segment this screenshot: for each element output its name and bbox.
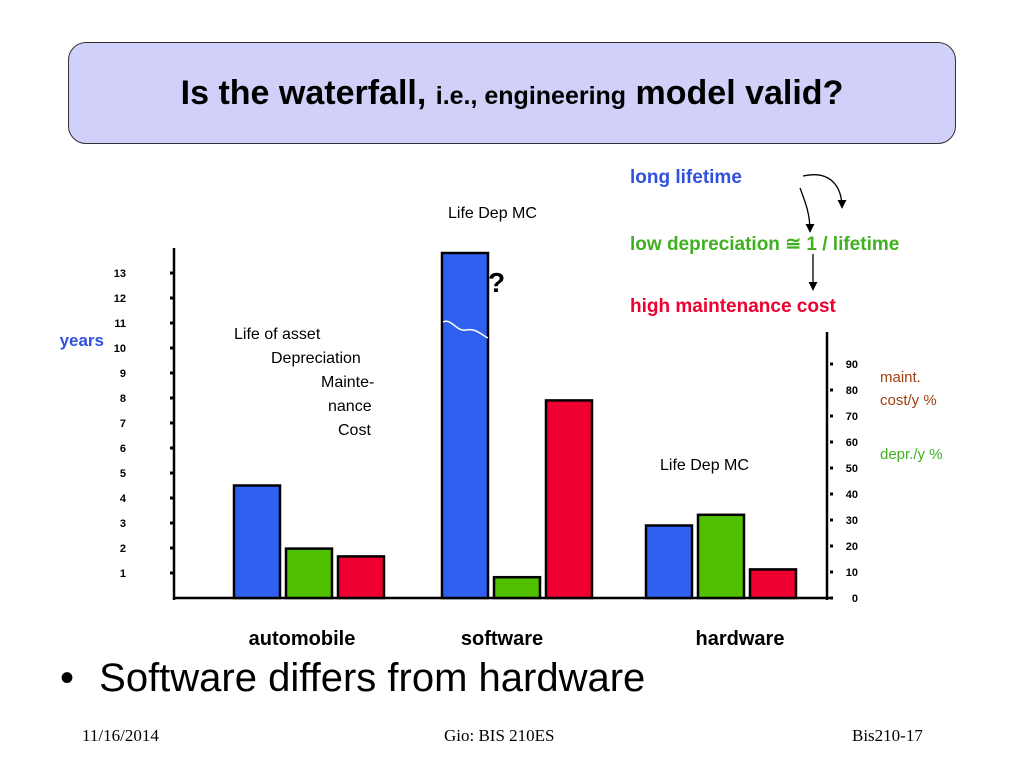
bar-life-hardware (644, 524, 694, 600)
left-tick-mark (170, 271, 173, 275)
left-tick-label: 7 (120, 418, 126, 430)
bar-life-automobile (232, 484, 282, 600)
title-part-1: Is the waterfall, (180, 73, 436, 112)
right-tick-label: 30 (846, 515, 858, 527)
high-maintenance-text: high maintenance cost (630, 296, 837, 317)
depr-label: depr./y % (880, 446, 943, 463)
right-tick-mark (830, 596, 833, 600)
left-tick-mark (170, 571, 173, 575)
category-label-automobile: automobile (249, 628, 356, 650)
right-tick-mark (830, 544, 833, 548)
right-tick-mark (830, 570, 833, 574)
title-part-3: model valid? (626, 73, 844, 112)
left-tick-label: 3 (120, 518, 126, 530)
left-tick-mark (170, 396, 173, 400)
right-tick-mark (830, 440, 833, 444)
left-tick-mark (170, 521, 173, 525)
bar-depreciation-automobile (284, 547, 334, 600)
question-mark: ? (488, 267, 505, 298)
bar-maintenance-software (544, 399, 594, 600)
footer-slide-number: Bis210-17 (852, 726, 923, 745)
left-tick-mark (170, 546, 173, 550)
left-tick-label: 4 (120, 493, 127, 505)
right-tick-mark (830, 414, 833, 418)
left-tick-mark (170, 471, 173, 475)
left-tick-label: 8 (120, 393, 126, 405)
right-tick-label: 10 (846, 567, 858, 579)
right-tick-mark (830, 492, 833, 496)
right-tick-label: 90 (846, 359, 858, 371)
left-axis-label: years (60, 331, 104, 350)
bullet-point: • Software differs from hardware (60, 656, 645, 701)
left-tick-mark (170, 371, 173, 375)
left-tick-label: 10 (114, 343, 126, 355)
right-tick-mark (830, 362, 833, 366)
title-part-2: i.e., engineering (435, 81, 627, 110)
left-tick-label: 2 (120, 543, 126, 555)
left-tick-label: 5 (120, 468, 126, 480)
right-tick-label: 60 (846, 437, 858, 449)
right-tick-mark (830, 466, 833, 470)
right-tick-label: 70 (846, 411, 858, 423)
right-tick-label: 80 (846, 385, 858, 397)
left-tick-mark (170, 446, 173, 450)
left-tick-label: 9 (120, 368, 126, 380)
left-tick-label: 11 (114, 318, 126, 330)
left-tick-mark (170, 421, 173, 425)
life-dep-mc-software-label: Life Dep MC (448, 205, 537, 222)
left-tick-label: 6 (120, 443, 126, 455)
bullet-text: Software differs from hardware (99, 656, 646, 700)
category-label-hardware: hardware (696, 628, 785, 650)
left-tick-mark (170, 321, 173, 325)
left-tick-label: 1 (120, 568, 126, 580)
legend-life: Life of asset (234, 326, 321, 343)
category-label-software: software (461, 628, 543, 650)
legend-mainte: Mainte- (321, 374, 374, 391)
right-tick-label: 0 (852, 593, 858, 605)
bar-depreciation-software (492, 575, 542, 600)
slide-title: Is the waterfall, i.e., engineering mode… (181, 74, 844, 113)
legend-depreciation: Depreciation (271, 350, 361, 367)
left-tick-label: 13 (114, 268, 126, 280)
footer-date: 11/16/2014 (82, 726, 159, 745)
life-dep-mc-hardware-label: Life Dep MC (660, 457, 749, 474)
axis-break-mark (442, 320, 489, 339)
left-tick-mark (170, 296, 173, 300)
footer-center: Gio: BIS 210ES (444, 726, 555, 745)
bar-maintenance-automobile (336, 555, 386, 600)
bar-depreciation-hardware (696, 513, 746, 600)
title-box: Is the waterfall, i.e., engineering mode… (68, 42, 956, 144)
legend-nance: nance (328, 398, 372, 415)
bar-life-software (440, 251, 490, 600)
right-tick-mark (830, 388, 833, 392)
right-tick-mark (830, 518, 833, 522)
arrow-down-1 (799, 187, 815, 233)
bullet-marker: • (60, 656, 75, 700)
arrow-curved (802, 174, 847, 209)
right-tick-label: 40 (846, 489, 858, 501)
right-tick-label: 20 (846, 541, 858, 553)
maint-label-line2: cost/y % (880, 392, 937, 409)
right-tick-label: 50 (846, 463, 858, 475)
low-depreciation-text: low depreciation ≅ 1 / lifetime (630, 234, 899, 255)
left-tick-mark (170, 496, 173, 500)
bar-maintenance-hardware (748, 568, 798, 600)
left-tick-label: 12 (114, 293, 126, 305)
long-lifetime-text: long lifetime (630, 167, 742, 188)
left-tick-mark (170, 346, 173, 350)
legend-cost: Cost (338, 422, 371, 439)
maint-label-line1: maint. (880, 369, 921, 386)
